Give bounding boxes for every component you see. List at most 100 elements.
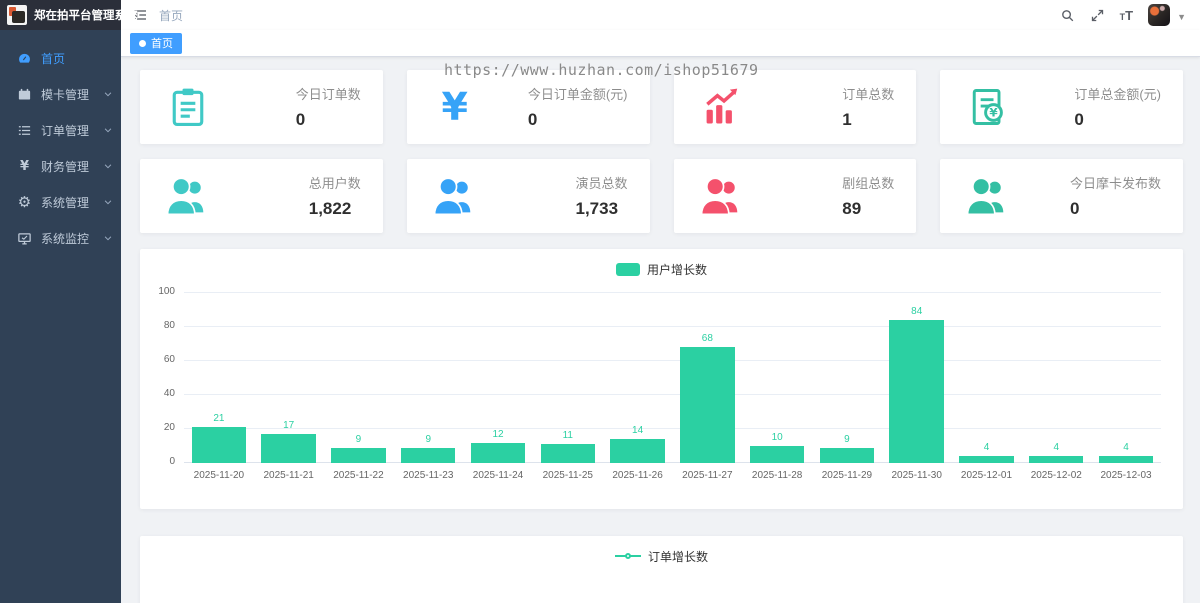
y-axis-tick: 100: [158, 286, 175, 297]
bar-slot: 84: [882, 293, 952, 463]
bar-2025-11-28: [749, 446, 805, 463]
sidebar-item-modelcard[interactable]: 模卡管理: [0, 76, 121, 112]
bar-slot: 9: [393, 293, 463, 463]
gridline: [184, 360, 1161, 361]
svg-text:¥: ¥: [990, 106, 999, 120]
gear-icon: ⚙: [17, 192, 32, 211]
stat-label: 总用户数: [308, 176, 361, 191]
stat-value: 1,733: [575, 199, 619, 218]
invoice-icon: ¥: [964, 84, 1012, 130]
bar-2025-11-23: [401, 447, 456, 463]
bar-2025-11-20: [191, 427, 247, 463]
tab-label: 首页: [151, 38, 173, 50]
line-chart-legend[interactable]: 订单增长数: [140, 548, 1183, 564]
search-icon[interactable]: [1060, 8, 1075, 23]
bar-2025-12-01: [959, 456, 1014, 463]
y-axis-tick: 80: [163, 320, 175, 331]
stat-card-total-users: 总用户数 1,822: [140, 159, 383, 233]
stat-card-today-moka-posts: 今日摩卡发布数 0: [940, 159, 1183, 233]
sidebar-item-label: 首页: [41, 51, 66, 66]
x-axis-label: 2025-11-29: [821, 470, 873, 481]
bar-2025-11-24: [470, 442, 526, 463]
sidebar-item-orders[interactable]: 订单管理: [0, 112, 121, 148]
caret-down-icon[interactable]: ▼: [1177, 12, 1186, 22]
bar-value-label: 4: [1053, 442, 1060, 454]
bar-value-label: 4: [983, 442, 990, 454]
bar-slot: 17: [254, 293, 324, 463]
app-logo-image: [7, 5, 27, 25]
bar-2025-11-27: [680, 347, 735, 463]
x-axis-label: 2025-11-20: [193, 470, 245, 481]
order-growth-chart-card: 订单增长数: [140, 536, 1183, 603]
sidebar-item-label: 模卡管理: [41, 87, 90, 102]
peoples-icon: [698, 173, 746, 219]
gridline: [184, 326, 1161, 327]
stat-description: 订单总金额(元) 0: [1074, 84, 1161, 130]
bar-value-label: 11: [562, 430, 573, 442]
bar-slot: 68: [672, 293, 742, 463]
sidebar-item-label: 财务管理: [41, 159, 90, 174]
bar-slot: 14: [603, 293, 673, 463]
gridline: [184, 292, 1161, 293]
sidebar-item-home[interactable]: 首页: [0, 40, 121, 76]
bar-slot: 12: [463, 293, 533, 463]
stat-description: 今日摩卡发布数 0: [1070, 173, 1161, 219]
stat-label: 今日订单金额(元): [527, 87, 628, 102]
sidebar-fold-icon[interactable]: [121, 0, 159, 30]
bar-value-label: 17: [283, 420, 295, 432]
bar-value-label: 9: [355, 433, 362, 445]
stat-description: 演员总数 1,733: [575, 173, 627, 219]
app-logo[interactable]: 郑在拍平台管理系统: [0, 0, 138, 30]
sidebar-item-label: 系统管理: [41, 195, 90, 210]
stat-label: 今日订单数: [295, 87, 361, 102]
bar-2025-11-26: [610, 439, 665, 463]
bar-2025-12-03: [1098, 456, 1154, 463]
avatar[interactable]: [1148, 4, 1171, 26]
stat-description: 今日订单数 0: [296, 84, 361, 130]
gridline: [184, 428, 1161, 429]
tab-home[interactable]: 首页: [130, 32, 182, 54]
bar-2025-11-21: [261, 434, 316, 463]
x-axis-label: 2025-11-28: [751, 470, 803, 481]
bar-value-label: 4: [1123, 442, 1129, 454]
bar-value-label: 21: [213, 413, 225, 425]
list-icon: [16, 123, 33, 138]
monitor-icon: [16, 231, 33, 246]
peoples-icon: [431, 173, 479, 219]
bar-chart-legend[interactable]: 用户增长数: [140, 261, 1183, 277]
y-axis-tick: 60: [163, 354, 175, 365]
bar-value-label: 9: [425, 433, 432, 445]
stat-description: 总用户数 1,822: [309, 173, 361, 219]
x-axis-label: 2025-11-27: [682, 470, 733, 481]
sidebar-item-finance[interactable]: ¥ 财务管理: [0, 148, 121, 184]
tags-view-bar: 首页: [121, 30, 1200, 57]
bar-2025-11-30: [889, 320, 944, 463]
bar-slot: 4: [1021, 293, 1091, 463]
sidebar-menu: 首页模卡管理订单管理 ¥ 财务管理 ⚙ 系统管理系统监控: [0, 30, 121, 256]
legend-label: 订单增长数: [647, 549, 708, 564]
yen-icon: ¥: [441, 85, 468, 129]
stat-value: 1: [842, 110, 852, 129]
bar-slot: 4: [1091, 293, 1161, 463]
breadcrumb-home[interactable]: 首页: [159, 8, 184, 23]
stat-label: 剧组总数: [842, 176, 895, 191]
font-size-icon[interactable]: TT: [1119, 7, 1134, 23]
fullscreen-icon[interactable]: [1090, 8, 1105, 23]
sidebar-item-system[interactable]: ⚙ 系统管理: [0, 184, 121, 220]
stat-value: 0: [1069, 199, 1080, 218]
stat-value: 89: [842, 199, 862, 218]
x-axis-label: 2025-12-02: [1030, 470, 1082, 481]
card-icon: [16, 87, 33, 102]
main-content: 今日订单数 0 ¥ 今日订单金额(元) 0 订单总数 1 ¥ 订单总金额(元) 0 总用户数 1,82…: [121, 57, 1200, 603]
gridline: [184, 394, 1161, 395]
stat-label: 演员总数: [575, 176, 628, 191]
stat-description: 剧组总数 89: [842, 173, 894, 219]
y-axis-tick: 0: [169, 456, 175, 467]
chevron-down-icon: [103, 233, 113, 243]
bar-chart-x-axis: 2025-11-20 2025-11-21 2025-11-22 2025-11-23…: [184, 470, 1161, 481]
sidebar-item-monitor[interactable]: 系统监控: [0, 220, 121, 256]
x-axis-label: 2025-12-01: [960, 470, 1013, 481]
chevron-down-icon: [103, 161, 113, 171]
stat-value: 0: [527, 110, 538, 129]
bar-slot: 4: [952, 293, 1022, 463]
